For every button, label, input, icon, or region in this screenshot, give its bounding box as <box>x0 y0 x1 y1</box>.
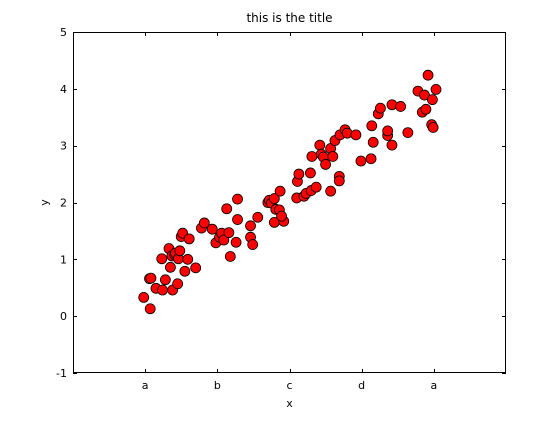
plot-frame <box>73 32 506 373</box>
data-point <box>350 129 362 141</box>
data-point <box>293 168 305 180</box>
y-axis-label: y <box>38 199 51 206</box>
plot-area <box>73 32 506 373</box>
data-point <box>327 151 339 162</box>
data-point <box>314 139 326 151</box>
data-point <box>395 101 407 112</box>
data-point <box>252 211 264 223</box>
data-point <box>174 245 186 257</box>
data-point <box>430 84 442 95</box>
y-tick-label: 4 <box>60 83 67 96</box>
data-point <box>333 175 345 187</box>
x-axis-label: x <box>286 397 293 410</box>
data-point <box>310 181 322 193</box>
data-point <box>157 284 168 296</box>
data-point <box>247 239 259 250</box>
data-point <box>145 272 157 284</box>
data-point <box>159 274 171 286</box>
tick-labels: a b c d a -1 0 1 2 3 4 5 <box>56 26 437 392</box>
data-point <box>320 159 331 170</box>
data-point <box>232 193 243 205</box>
data-point <box>190 262 202 274</box>
data-point <box>375 102 386 114</box>
data-point <box>183 233 195 245</box>
data-point <box>198 217 210 229</box>
data-point <box>386 139 398 151</box>
x-tick-label: b <box>214 379 221 392</box>
data-point <box>172 278 184 290</box>
data-point <box>325 185 337 197</box>
data-point <box>138 292 150 303</box>
data-point <box>355 155 367 167</box>
data-point <box>306 151 318 162</box>
y-tick-label: 1 <box>60 253 67 266</box>
y-tick-label: 0 <box>60 310 67 323</box>
data-point <box>232 214 243 225</box>
x-tick-label: a <box>142 379 149 392</box>
data-point <box>165 261 176 273</box>
data-point <box>386 99 398 111</box>
y-tick-label: 5 <box>60 26 67 39</box>
x-tick-label: a <box>430 379 437 392</box>
data-point <box>221 203 233 215</box>
data-point <box>367 136 379 148</box>
data-point <box>179 265 191 277</box>
data-point <box>144 303 156 315</box>
x-tick-label: d <box>358 379 365 392</box>
data-point <box>156 253 168 265</box>
data-point <box>276 210 287 222</box>
data-point <box>366 120 378 132</box>
data-point <box>305 167 316 179</box>
data-point <box>427 122 439 133</box>
data-point <box>420 103 432 115</box>
x-tick-label: c <box>286 379 292 392</box>
data-point <box>365 153 377 165</box>
y-tick-label: 3 <box>60 140 67 153</box>
data-point <box>422 69 434 81</box>
data-point <box>274 185 286 197</box>
data-point <box>268 193 280 204</box>
data-point <box>402 127 414 138</box>
data-point <box>223 227 235 239</box>
chart-title: this is the title <box>246 11 332 25</box>
data-point <box>224 251 236 262</box>
data-point <box>341 127 353 139</box>
data-point <box>426 94 438 106</box>
y-tick-label: 2 <box>60 197 67 210</box>
data-point <box>382 125 394 137</box>
y-tick-label: -1 <box>56 367 67 380</box>
data-point <box>419 89 430 101</box>
data-point <box>245 220 256 232</box>
data-point <box>230 236 242 248</box>
data-point <box>206 223 218 235</box>
data-point <box>218 234 230 246</box>
data-point <box>182 253 194 265</box>
data-points <box>138 69 442 315</box>
